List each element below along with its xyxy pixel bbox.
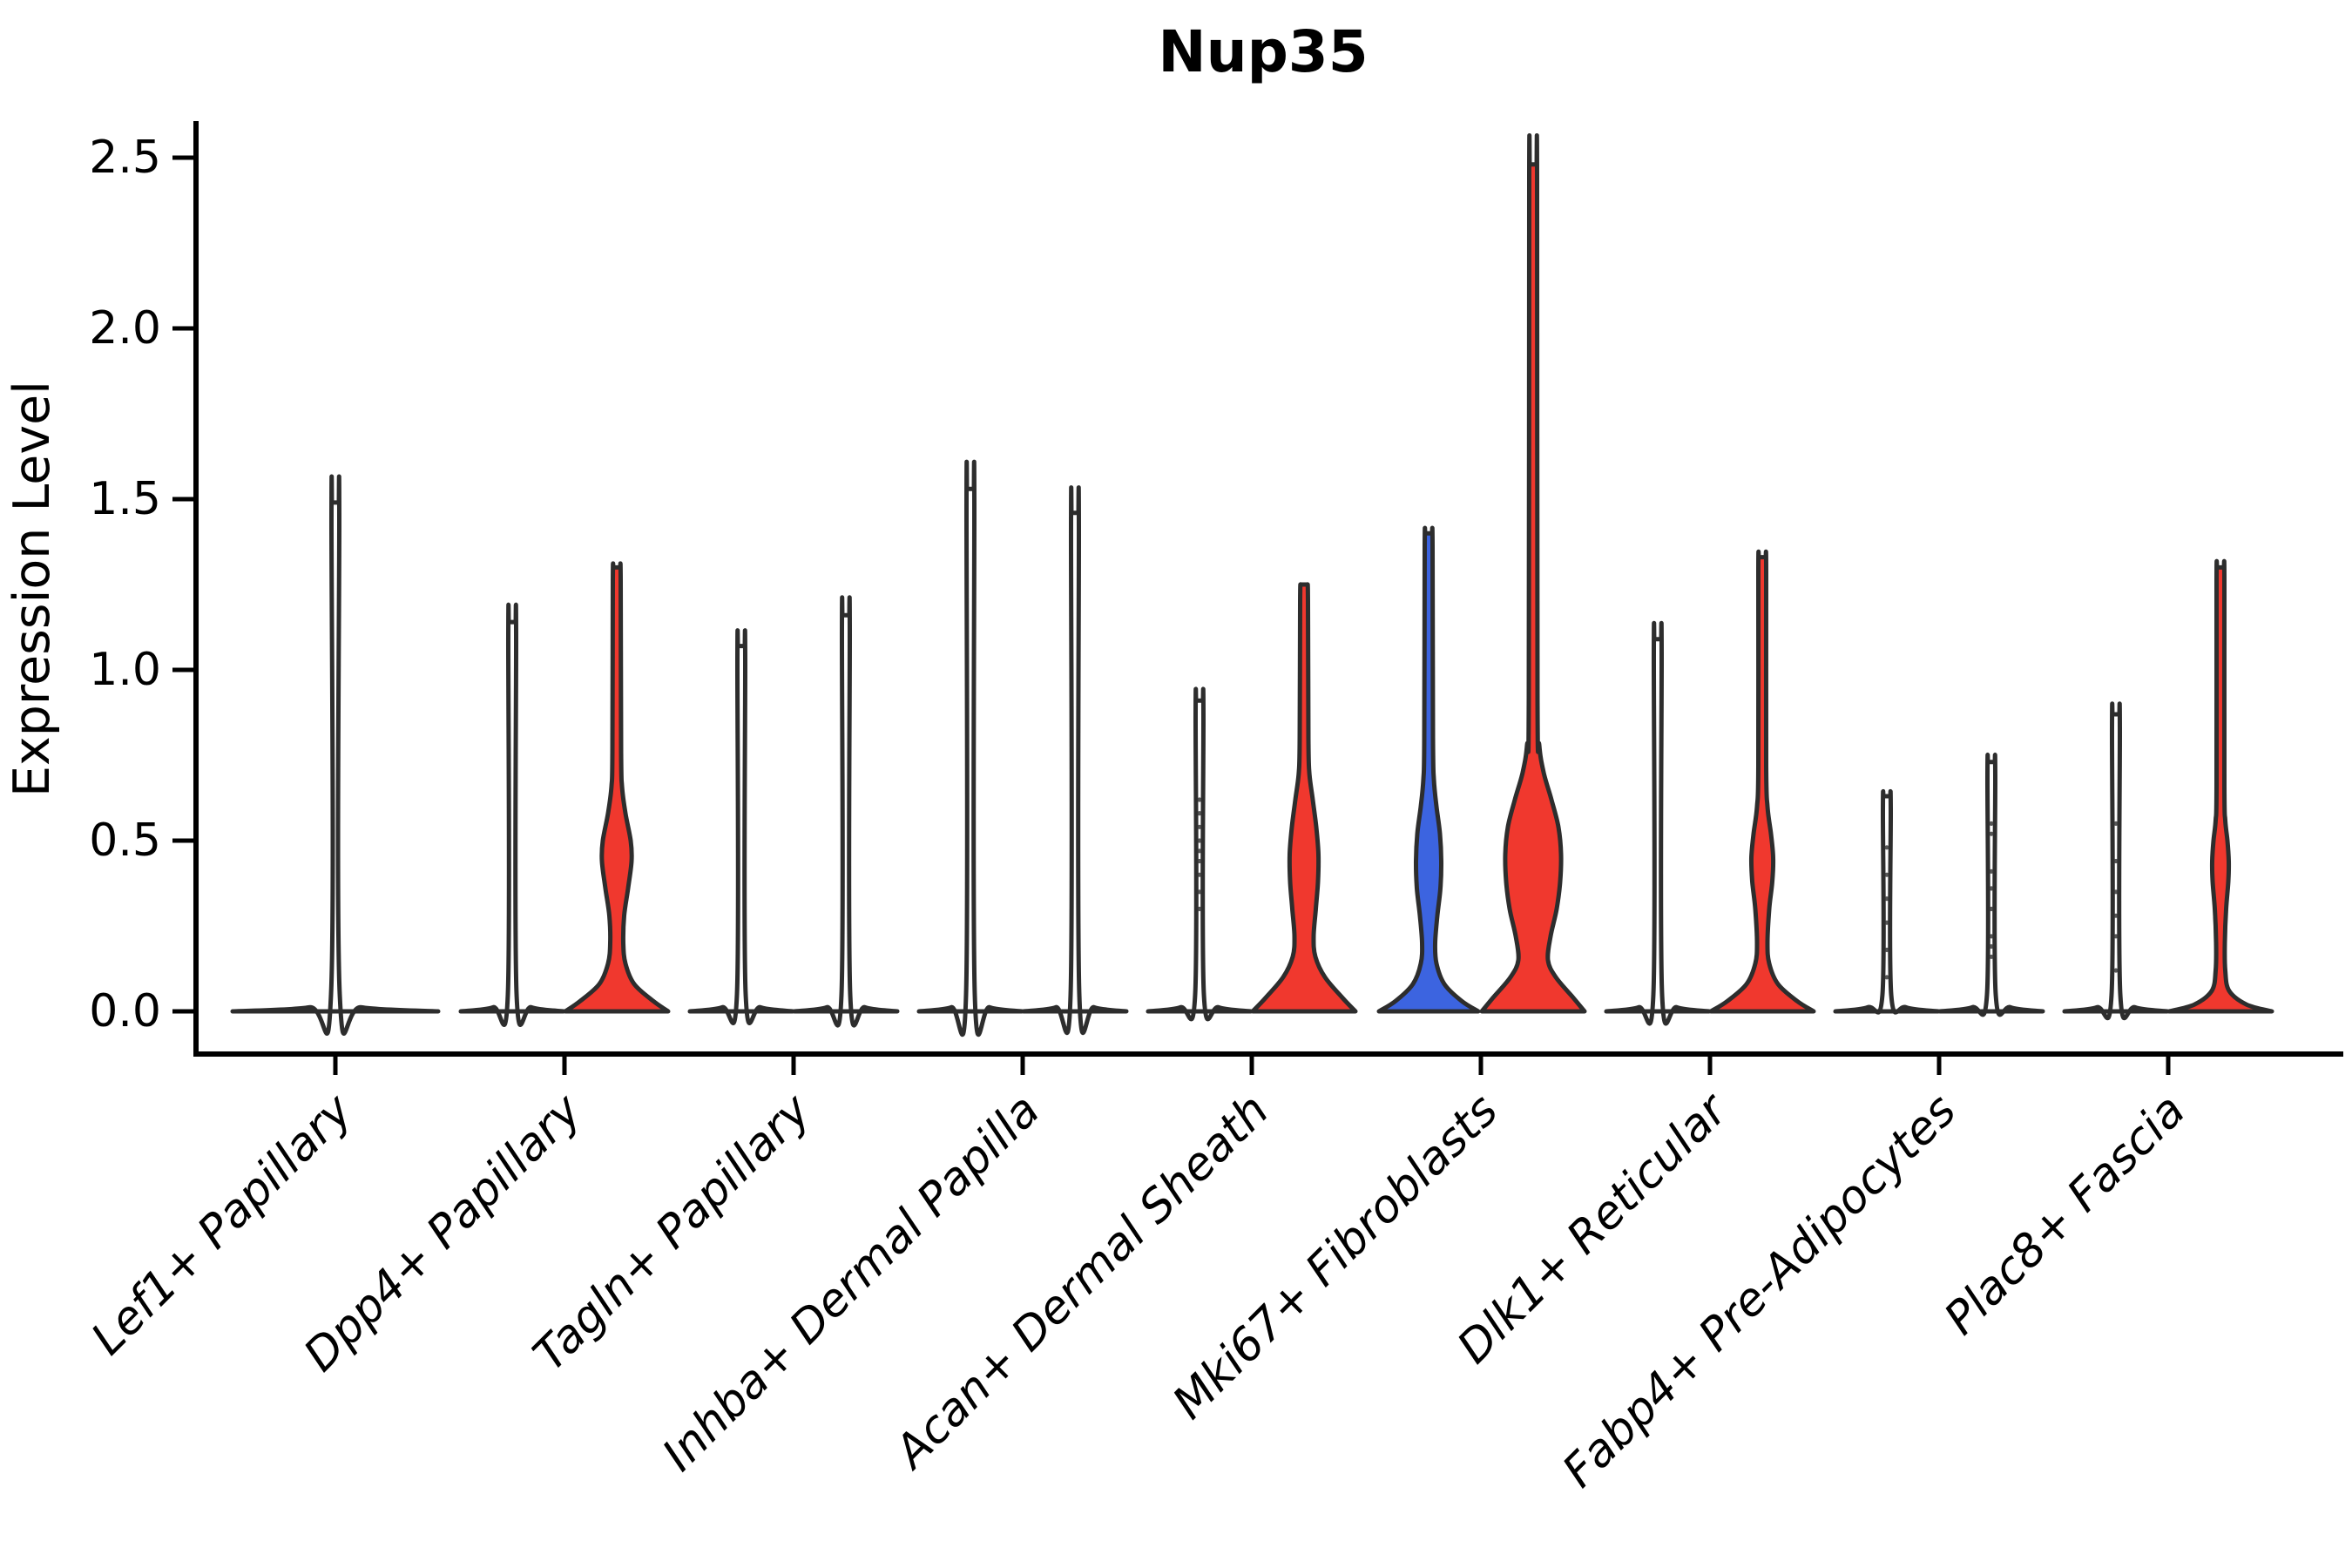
y-tick-label-0.0: 0.0 xyxy=(89,985,161,1037)
x-tick-label-fabp4-pre-adipocytes: Fabp4+ Pre-Adipocytes xyxy=(1553,1085,1967,1498)
jitter-dot-acan-dermal-sheath xyxy=(1197,872,1202,877)
x-tick-label-inhba-dermal-papilla: Inhba+ Dermal Papilla xyxy=(652,1085,1050,1482)
x-tick-label-acan-dermal-sheath: Acan+ Dermal Sheath xyxy=(883,1085,1279,1480)
violin-mki67-fibroblasts-right xyxy=(1479,132,1587,1014)
jitter-dot-acan-dermal-sheath xyxy=(1197,858,1202,864)
jitter-dot-plac8-fascia xyxy=(2113,858,2119,864)
jitter-dot-fabp4-pre-adipocytes xyxy=(1884,947,1889,952)
jitter-dot-fabp4-pre-adipocytes xyxy=(1989,954,1994,959)
jitter-dot-plac8-fascia xyxy=(2113,934,2119,939)
violin-tagln-papillary-left xyxy=(687,628,795,1025)
violin-dlk1-reticular-right xyxy=(1708,549,1816,1014)
jitter-dot-fabp4-pre-adipocytes xyxy=(1989,906,1994,911)
violin-fabp4-pre-adipocytes-right xyxy=(1937,753,2045,1017)
jitter-dot-fabp4-pre-adipocytes xyxy=(1989,943,1994,950)
y-axis-label: Expression Level xyxy=(3,381,61,797)
y-tick-label-0.5: 0.5 xyxy=(89,814,161,867)
jitter-dot-acan-dermal-sheath xyxy=(1197,797,1202,802)
jitter-dot-plac8-fascia xyxy=(2113,821,2119,827)
violin-shapes xyxy=(230,132,2274,1037)
jitter-dot-plac8-fascia xyxy=(2113,913,2119,918)
violin-inhba-dermal-papilla-left xyxy=(916,459,1024,1037)
jitter-dot-acan-dermal-sheath xyxy=(1197,811,1202,816)
violin-plac8-fascia-right xyxy=(2166,558,2274,1014)
violin-inhba-dermal-papilla-right xyxy=(1021,485,1129,1036)
jitter-dot-acan-dermal-sheath xyxy=(1197,824,1202,829)
y-tick-label-2.5: 2.5 xyxy=(89,132,161,184)
violin-dpp4-papillary-right xyxy=(563,561,671,1014)
violin-fabp4-pre-adipocytes-left xyxy=(1833,788,1941,1015)
jitter-dot-fabp4-pre-adipocytes xyxy=(1884,896,1889,902)
violin-acan-dermal-sheath-left xyxy=(1146,686,1254,1022)
jitter-dot-acan-dermal-sheath xyxy=(1197,906,1202,911)
violin-acan-dermal-sheath-right xyxy=(1250,582,1358,1014)
jitter-dot-fabp4-pre-adipocytes xyxy=(1884,920,1889,925)
jitter-dot-fabp4-pre-adipocytes xyxy=(1989,886,1994,891)
x-tick-label-plac8-fascia: Plac8+ Fascia xyxy=(1935,1085,2195,1345)
jitter-dot-acan-dermal-sheath xyxy=(1197,848,1202,854)
jitter-dot-fabp4-pre-adipocytes xyxy=(1989,831,1994,836)
violin-mki67-fibroblasts-left xyxy=(1376,525,1481,1014)
jitter-dot-fabp4-pre-adipocytes xyxy=(1989,868,1994,874)
y-tick-label-2.0: 2.0 xyxy=(89,302,161,355)
violin-tagln-papillary-right xyxy=(792,595,900,1028)
jitter-dot-fabp4-pre-adipocytes xyxy=(1884,872,1889,877)
chart-title: Nup35 xyxy=(1158,18,1368,85)
y-tick-label-1.5: 1.5 xyxy=(89,473,161,525)
jitter-dot-plac8-fascia xyxy=(2113,889,2119,895)
jitter-dot-fabp4-pre-adipocytes xyxy=(1884,975,1889,980)
jitter-dot-acan-dermal-sheath xyxy=(1197,838,1202,843)
jitter-dot-fabp4-pre-adipocytes xyxy=(1989,821,1994,827)
violin-dpp4-papillary-left xyxy=(458,602,566,1027)
axes xyxy=(193,121,2343,1057)
jitter-dot-fabp4-pre-adipocytes xyxy=(1884,845,1889,850)
y-axis-ticks: 0.0 0.5 1.0 1.5 2.0 2.5 xyxy=(89,132,196,1037)
violin-dlk1-reticular-left xyxy=(1604,620,1712,1026)
jitter-dot-acan-dermal-sheath xyxy=(1197,889,1202,895)
y-tick-label-1.0: 1.0 xyxy=(89,644,161,696)
violin-lef1-papillary-center xyxy=(230,474,441,1037)
jitter-dot-plac8-fascia xyxy=(2113,968,2119,973)
jitter-dot-fabp4-pre-adipocytes xyxy=(1989,934,1994,939)
